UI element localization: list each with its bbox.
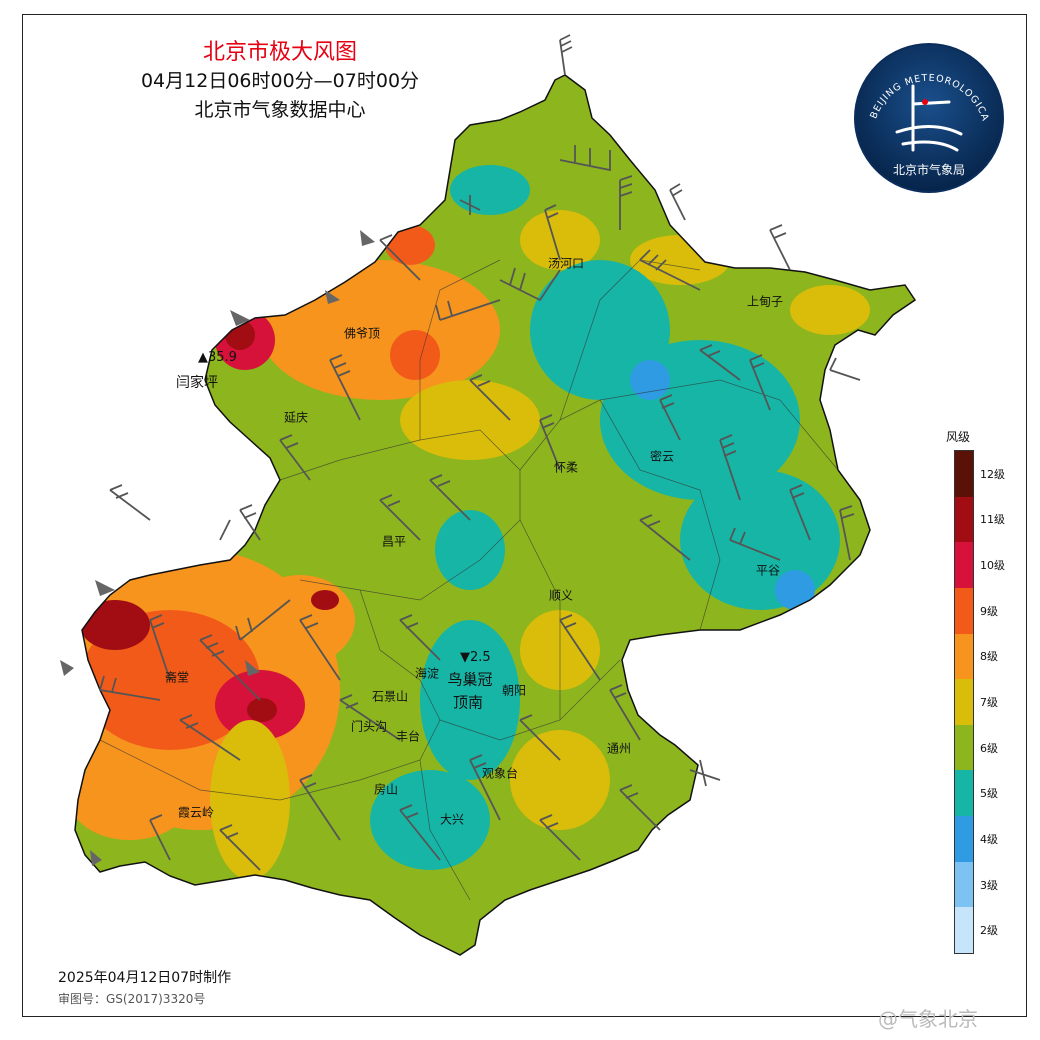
- review-number: 审图号：GS(2017)3320号: [58, 992, 206, 1006]
- logo-org-text: 北京市气象局: [893, 162, 965, 177]
- max-value: 35.9: [208, 350, 237, 365]
- legend-swatch: [955, 907, 973, 953]
- place-label: 石景山: [371, 689, 409, 704]
- wind-flags: [60, 230, 375, 866]
- min-triangle-icon: ▼: [460, 650, 470, 665]
- legend-swatch: [955, 587, 973, 634]
- legend-swatch: [955, 861, 973, 908]
- place-label: 霞云岭: [177, 805, 215, 820]
- data-center: 北京市气象数据中心: [194, 99, 366, 121]
- place-label-big: 鸟巢冠: [447, 670, 493, 689]
- legend-swatch: [955, 542, 973, 588]
- min-value: 2.5: [470, 650, 491, 665]
- legend-label: 8级: [980, 650, 998, 664]
- place-label: 房山: [373, 782, 399, 797]
- legend-label: 3级: [980, 878, 998, 892]
- place-label: 海淀: [414, 666, 440, 681]
- max-marker: ▲35.9: [198, 350, 237, 365]
- legend-label: 10级: [980, 559, 1005, 573]
- place-label-big: 顶南: [452, 693, 484, 712]
- max-triangle-icon: ▲: [198, 350, 208, 365]
- place-label: 怀柔: [553, 460, 579, 475]
- place-label: 顺义: [548, 588, 574, 603]
- min-marker: ▼2.5: [460, 650, 491, 665]
- map-title: 北京市极大风图: [202, 40, 357, 65]
- legend-swatch: [955, 679, 973, 725]
- legend-label: 7级: [980, 696, 998, 709]
- legend-swatch: [955, 451, 973, 497]
- legend-label: 9级: [980, 604, 998, 618]
- legend-swatch: [955, 633, 973, 680]
- time-range: 04月12日06时00分—07时00分: [140, 70, 420, 92]
- bms-logo-icon: BEIJING METEOROLOGICAL SERVICE 北京市气象局: [853, 42, 1004, 193]
- legend-label: 2级: [980, 924, 998, 938]
- place-label: 密云: [649, 449, 675, 464]
- place-label: 上甸子: [746, 294, 784, 309]
- place-label: 朝阳: [501, 683, 527, 698]
- district-borders: [99, 259, 839, 901]
- legend-title: 风级: [946, 430, 971, 444]
- place-label: 大兴: [439, 812, 465, 827]
- place-label: 门头沟: [350, 719, 388, 734]
- wind-barbs: [99, 34, 861, 871]
- place-label: 通州: [606, 741, 632, 756]
- place-label: 观象台: [481, 766, 519, 781]
- legend-swatch: [955, 770, 973, 817]
- legend-swatch: [955, 496, 973, 543]
- legend-label: 11级: [980, 513, 1005, 527]
- made-time: 2025年04月12日07时制作: [58, 970, 232, 986]
- legend-label: 4级: [980, 832, 998, 846]
- place-label: 斋堂: [164, 670, 190, 685]
- wind-level-fill: [75, 75, 915, 955]
- legend-label: 5级: [980, 787, 998, 801]
- place-label: 延庆: [283, 410, 309, 425]
- place-label: 昌平: [381, 534, 407, 549]
- watermark: @气象北京: [878, 1007, 978, 1031]
- place-label: 汤河口: [547, 256, 585, 271]
- legend-colorbar: [954, 450, 974, 954]
- place-label: 平谷: [755, 563, 781, 578]
- legend-label: 6级: [980, 741, 998, 755]
- place-label: 佛爷顶: [343, 326, 381, 341]
- max-station: 闫家坪: [176, 375, 218, 391]
- place-label: 丰台: [395, 729, 421, 744]
- legend-swatch: [955, 816, 973, 862]
- legend-label: 12级: [980, 467, 1005, 481]
- legend-swatch: [955, 724, 973, 771]
